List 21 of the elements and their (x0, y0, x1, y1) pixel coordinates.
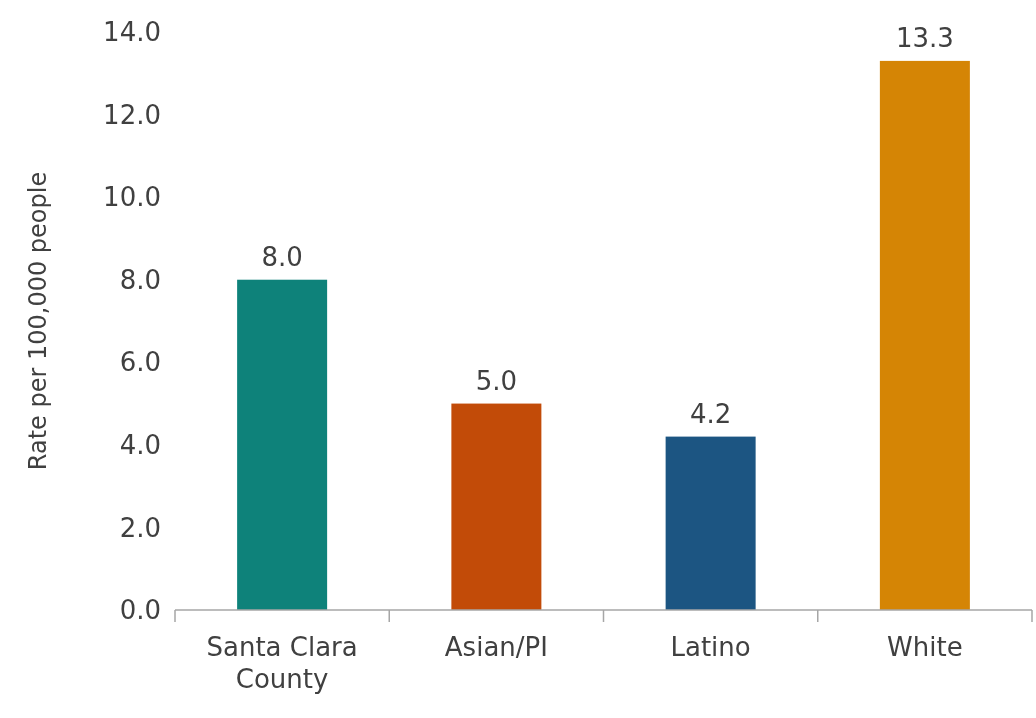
bar (665, 436, 756, 610)
data-label: 5.0 (475, 365, 518, 396)
y-tick-label: 12.0 (103, 99, 161, 130)
x-tick-label: White (887, 632, 963, 662)
y-tick-label: 8.0 (119, 264, 161, 295)
y-tick-label: 6.0 (119, 347, 161, 378)
x-tick-label: Latino (670, 632, 751, 662)
y-axis-title: Rate per 100,000 people (24, 171, 52, 471)
bar (451, 403, 542, 610)
y-tick-label: 14.0 (103, 17, 161, 48)
y-tick-label: 0.0 (119, 595, 161, 626)
x-tick-label: Santa Clara County (206, 632, 358, 694)
data-label: 13.3 (895, 22, 954, 53)
y-tick-label: 4.0 (119, 429, 161, 460)
bar (237, 279, 328, 610)
data-label: 8.0 (261, 241, 303, 272)
data-label: 4.2 (689, 398, 732, 429)
bar (879, 60, 970, 610)
y-tick-label: 10.0 (103, 182, 161, 213)
y-tick-label: 2.0 (119, 512, 161, 543)
x-tick-label: Asian/PI (444, 632, 548, 662)
